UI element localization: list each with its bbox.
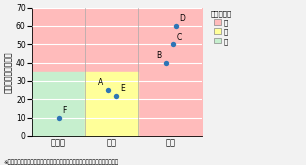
Point <box>114 94 118 97</box>
Text: ※被害程度は、建物ごとに算定された判定指標の大きさに基づき評価します。: ※被害程度は、建物ごとに算定された判定指標の大きさに基づき評価します。 <box>3 159 118 165</box>
Text: D: D <box>179 14 185 23</box>
Y-axis label: 事業中断期間（日）: 事業中断期間（日） <box>4 51 13 93</box>
Text: B: B <box>156 51 162 60</box>
Text: E: E <box>120 84 125 93</box>
Point <box>170 43 175 46</box>
Text: C: C <box>177 33 182 42</box>
Point <box>173 25 178 27</box>
Point <box>56 116 61 119</box>
Legend: 高, 中, 低: 高, 中, 低 <box>209 9 233 46</box>
Point <box>164 61 169 64</box>
Text: F: F <box>62 106 67 115</box>
Text: A: A <box>98 78 103 87</box>
Point <box>105 89 110 91</box>
